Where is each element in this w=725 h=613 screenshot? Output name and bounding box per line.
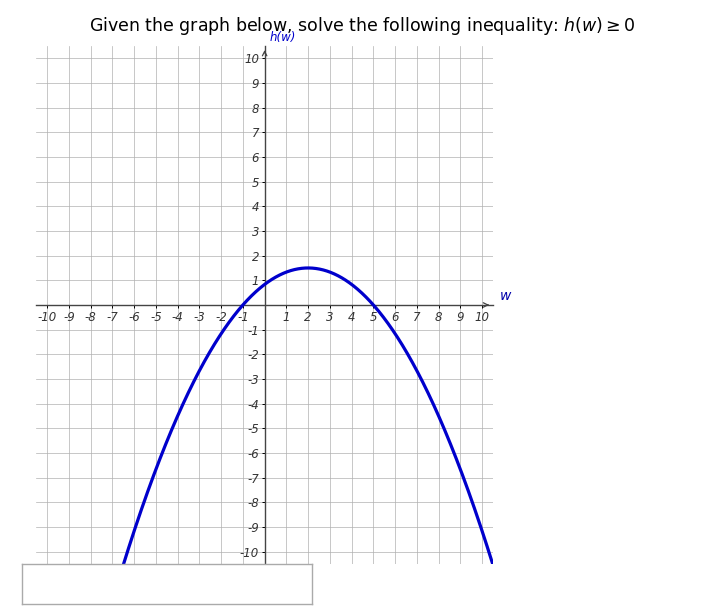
Text: w: w [500, 289, 511, 303]
Text: h(w): h(w) [270, 31, 297, 44]
Text: Given the graph below, solve the following inequality: $h(w) \geq 0$: Given the graph below, solve the followi… [89, 15, 636, 37]
